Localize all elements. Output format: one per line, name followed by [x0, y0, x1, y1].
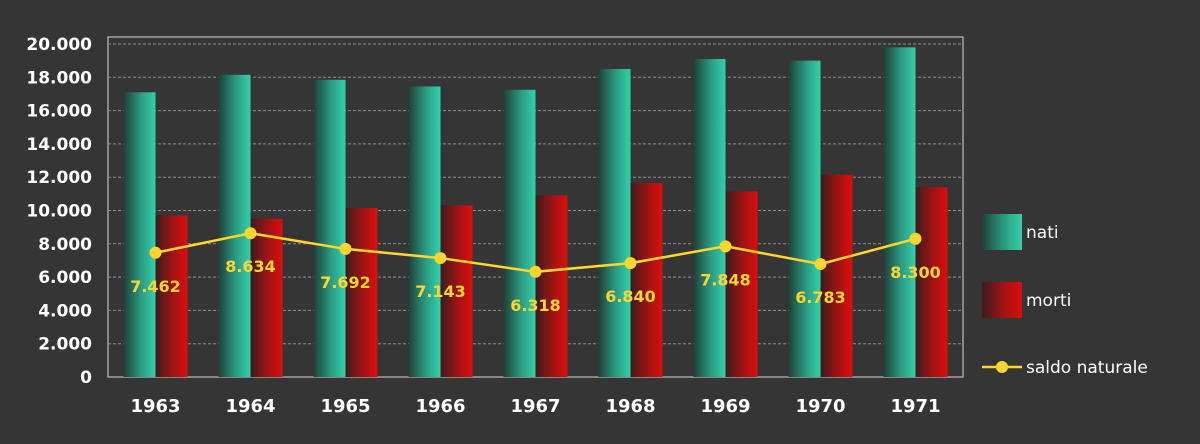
saldo-point [624, 257, 637, 270]
x-tick-label: 1966 [415, 396, 465, 417]
legend-label-saldo: saldo naturale [1026, 358, 1148, 378]
x-tick-label: 1970 [795, 396, 845, 417]
bar-morti [250, 218, 283, 377]
bar-morti [440, 205, 473, 377]
bar-nati [693, 58, 726, 378]
saldo-data-label: 7.848 [700, 270, 751, 289]
bars [123, 47, 948, 378]
bar-nati [408, 86, 441, 378]
saldo-point [434, 252, 447, 265]
saldo-point [244, 227, 257, 240]
bar-morti [725, 191, 758, 377]
saldo-point [814, 258, 827, 271]
bar-nati [503, 89, 536, 377]
y-tick-label: 0 [80, 368, 92, 388]
bar-nati [313, 79, 346, 378]
x-tick-label: 1963 [130, 396, 180, 417]
y-tick-label: 18.000 [26, 68, 92, 88]
y-tick-label: 4.000 [38, 301, 92, 321]
x-tick-label: 1967 [510, 396, 560, 417]
legend-label-nati: nati [1026, 223, 1059, 243]
saldo-data-label: 6.318 [510, 296, 561, 315]
saldo-data-label: 8.634 [225, 257, 276, 276]
bar-nati [218, 74, 251, 378]
y-tick-label: 16.000 [26, 102, 92, 122]
x-tick-label: 1965 [320, 396, 370, 417]
y-tick-label: 12.000 [26, 168, 92, 188]
y-axis: 0 2.000 4.000 6.000 8.000 10.000 12.000 14.000 1… [26, 35, 92, 388]
bar-nati [883, 47, 916, 378]
legend-marker-saldo [996, 361, 1008, 373]
x-tick-label: 1964 [225, 396, 275, 417]
saldo-data-label: 7.143 [415, 282, 466, 301]
legend-label-morti: morti [1026, 291, 1071, 311]
bar-morti [535, 195, 568, 377]
bar-nati [123, 92, 156, 377]
y-tick-label: 14.000 [26, 135, 92, 155]
saldo-data-label: 7.692 [320, 273, 371, 292]
y-tick-label: 6.000 [38, 268, 92, 288]
saldo-point [339, 242, 352, 255]
x-tick-label: 1971 [890, 396, 940, 417]
x-axis: 1963 1964 1965 1966 1967 1968 1969 1970 1971 [130, 396, 940, 417]
saldo-data-label: 6.783 [795, 288, 846, 307]
bar-morti [155, 215, 188, 377]
saldo-point [719, 240, 732, 253]
y-tick-label: 10.000 [26, 202, 92, 222]
bar-nati [788, 60, 821, 378]
saldo-data-label: 6.840 [605, 287, 656, 306]
legend-swatch-morti [982, 282, 1022, 318]
x-tick-label: 1968 [605, 396, 655, 417]
y-tick-label: 8.000 [38, 235, 92, 255]
bar-morti [915, 187, 948, 377]
legend: nati morti saldo naturale [982, 214, 1148, 378]
bar-morti [630, 183, 663, 377]
x-tick-label: 1969 [700, 396, 750, 417]
bar-nati [598, 68, 631, 377]
saldo-line: 7.462 8.634 7.692 7.143 6.318 6.840 7.848 6.783… [130, 227, 941, 315]
y-tick-label: 2.000 [38, 335, 92, 355]
legend-swatch-nati [982, 214, 1022, 250]
bar-morti [820, 174, 853, 377]
y-tick-label: 20.000 [26, 35, 92, 55]
bar-morti [345, 208, 378, 377]
saldo-data-label: 7.462 [130, 277, 181, 296]
saldo-point [909, 232, 922, 245]
saldo-point [529, 265, 542, 278]
saldo-point [149, 246, 162, 259]
saldo-data-label: 8.300 [890, 263, 941, 282]
